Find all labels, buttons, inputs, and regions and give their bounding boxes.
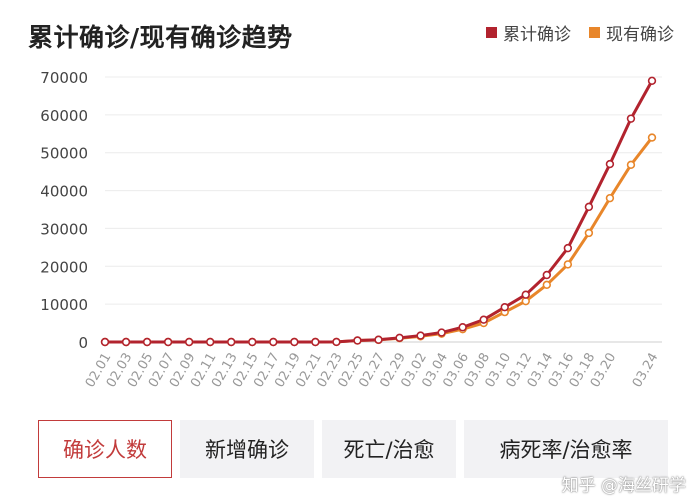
y-tick-label: 50000 [40, 145, 88, 163]
legend-item-current[interactable]: 现有确诊 [589, 20, 674, 45]
tab-death-recovered[interactable]: 死亡/治愈 [322, 420, 456, 478]
data-point-累计确诊 [290, 337, 299, 347]
data-point-累计确诊 [500, 302, 509, 312]
y-tick-label: 40000 [40, 183, 88, 201]
data-point-累计确诊 [458, 323, 467, 332]
tab-confirmed-count[interactable]: 确诊人数 [38, 420, 172, 478]
data-point-累计确诊 [332, 337, 341, 347]
data-point-现有确诊 [563, 260, 573, 269]
data-point-累计确诊 [521, 290, 530, 299]
data-point-现有确诊 [605, 193, 615, 203]
legend-label-current: 现有确诊 [606, 25, 674, 45]
data-point-累计确诊 [163, 337, 173, 347]
data-point-现有确诊 [626, 160, 636, 170]
chart-legend: 累计确诊 现有确诊 [486, 20, 674, 45]
legend-label-cumulative: 累计确诊 [503, 25, 571, 45]
data-point-累计确诊 [311, 337, 320, 347]
data-point-累计确诊 [353, 336, 362, 345]
data-point-现有确诊 [542, 280, 552, 290]
data-point-累计确诊 [479, 315, 488, 324]
data-point-现有确诊 [584, 228, 594, 238]
data-point-累计确诊 [269, 337, 278, 347]
data-point-累计确诊 [227, 337, 236, 347]
data-point-累计确诊 [416, 331, 425, 340]
data-point-累计确诊 [563, 243, 573, 253]
data-point-现有确诊 [647, 133, 657, 142]
data-point-累计确诊 [121, 337, 131, 347]
chart-header: 累计确诊/现有确诊趋势 累计确诊 现有确诊 [0, 0, 700, 60]
data-point-累计确诊 [626, 114, 636, 123]
metric-tabs: 确诊人数 新增确诊 死亡/治愈 病死率/治愈率 [38, 420, 668, 478]
series-line-累计确诊 [103, 79, 654, 344]
tab-new-confirmed[interactable]: 新增确诊 [180, 420, 314, 478]
chart-title: 累计确诊/现有确诊趋势 [28, 23, 293, 52]
y-tick-label: 30000 [40, 220, 88, 238]
y-tick-label: 0 [78, 334, 88, 352]
y-tick-label: 70000 [40, 69, 88, 87]
data-point-累计确诊 [542, 270, 552, 280]
legend-swatch-cumulative [486, 27, 497, 38]
data-point-累计确诊 [184, 337, 194, 347]
data-point-累计确诊 [647, 76, 657, 85]
line-chart: 01000020000300004000050000600007000002.0… [40, 69, 662, 391]
watermark: 知乎 @海丝研学 [561, 476, 686, 496]
data-point-累计确诊 [584, 202, 594, 212]
data-point-累计确诊 [374, 335, 383, 344]
data-point-累计确诊 [437, 328, 446, 337]
x-tick-label: 03.24 [630, 351, 662, 391]
data-point-累计确诊 [100, 337, 110, 347]
data-point-累计确诊 [142, 337, 152, 347]
y-tick-label: 20000 [40, 258, 88, 276]
tab-death-recovery-rate[interactable]: 病死率/治愈率 [464, 420, 668, 478]
legend-item-cumulative[interactable]: 累计确诊 [486, 20, 571, 45]
data-point-累计确诊 [248, 337, 257, 347]
series-line-现有确诊 [103, 136, 654, 344]
data-point-累计确诊 [395, 333, 404, 343]
y-tick-label: 60000 [40, 107, 88, 125]
y-tick-label: 10000 [40, 296, 88, 314]
data-point-累计确诊 [205, 337, 215, 347]
legend-swatch-current [589, 27, 600, 38]
data-point-累计确诊 [605, 159, 615, 169]
